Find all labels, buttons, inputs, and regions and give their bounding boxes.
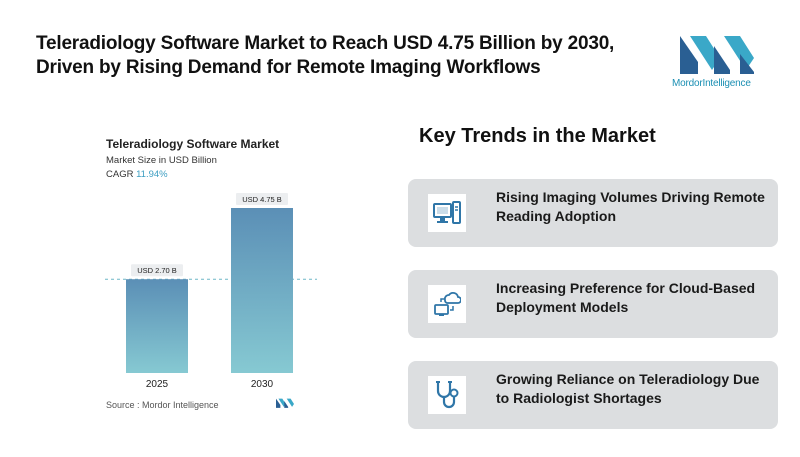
data-label-bg xyxy=(131,264,183,277)
chart-cagr: CAGR 11.94% xyxy=(106,169,168,180)
logo-mark-icon xyxy=(680,36,754,74)
data-label-bg xyxy=(236,193,288,205)
headline: Teleradiology Software Market to Reach U… xyxy=(36,32,646,80)
logo-text-part1: Mordor xyxy=(672,78,703,89)
bar-chart: USD 2.70 B 2025 USD 4.75 B 2030 xyxy=(105,193,317,390)
data-label-2025: USD 2.70 B xyxy=(137,266,177,275)
cloud-computer-icon xyxy=(434,292,461,316)
trend-card-3: Growing Reliance on Teleradiology Due to… xyxy=(408,361,778,429)
trend-icon-box xyxy=(428,285,466,323)
stethoscope-icon xyxy=(436,381,459,409)
headline-line-1: Teleradiology Software Market to Reach U… xyxy=(36,33,615,54)
logo-text-part2: Intelligence xyxy=(702,78,751,89)
logo-text: MordorIntelligence xyxy=(672,78,751,89)
trend-text-1: Rising Imaging Volumes Driving Remote Re… xyxy=(496,189,765,224)
trends-title: Key Trends in the Market xyxy=(419,125,656,147)
data-label-2030: USD 4.75 B xyxy=(242,195,282,204)
headline-line-2: Driven by Rising Demand for Remote Imagi… xyxy=(36,57,541,78)
x-tick-label-2030: 2030 xyxy=(251,379,274,390)
trend-text-2: Increasing Preference for Cloud-Based De… xyxy=(496,280,756,315)
bar-2030 xyxy=(231,208,293,373)
mordor-intelligence-logo: MordorIntelligence xyxy=(672,34,764,94)
trend-icon-box xyxy=(428,376,466,414)
chart-subtitle: Market Size in USD Billion xyxy=(106,155,217,166)
trend-card-2: Increasing Preference for Cloud-Based De… xyxy=(408,270,778,338)
source-logo-icon xyxy=(276,398,294,408)
computer-icon xyxy=(433,201,461,224)
trend-card-1: Rising Imaging Volumes Driving Remote Re… xyxy=(408,179,778,247)
trend-text-3: Growing Reliance on Teleradiology Due to… xyxy=(496,371,760,406)
cagr-label: CAGR xyxy=(106,169,134,180)
x-tick-label-2025: 2025 xyxy=(146,379,169,390)
chart-title: Teleradiology Software Market xyxy=(106,137,280,151)
cagr-value: 11.94% xyxy=(136,169,168,180)
chart-source: Source : Mordor Intelligence xyxy=(106,400,219,410)
bar-2025 xyxy=(126,279,188,373)
trend-icon-box xyxy=(428,194,466,232)
